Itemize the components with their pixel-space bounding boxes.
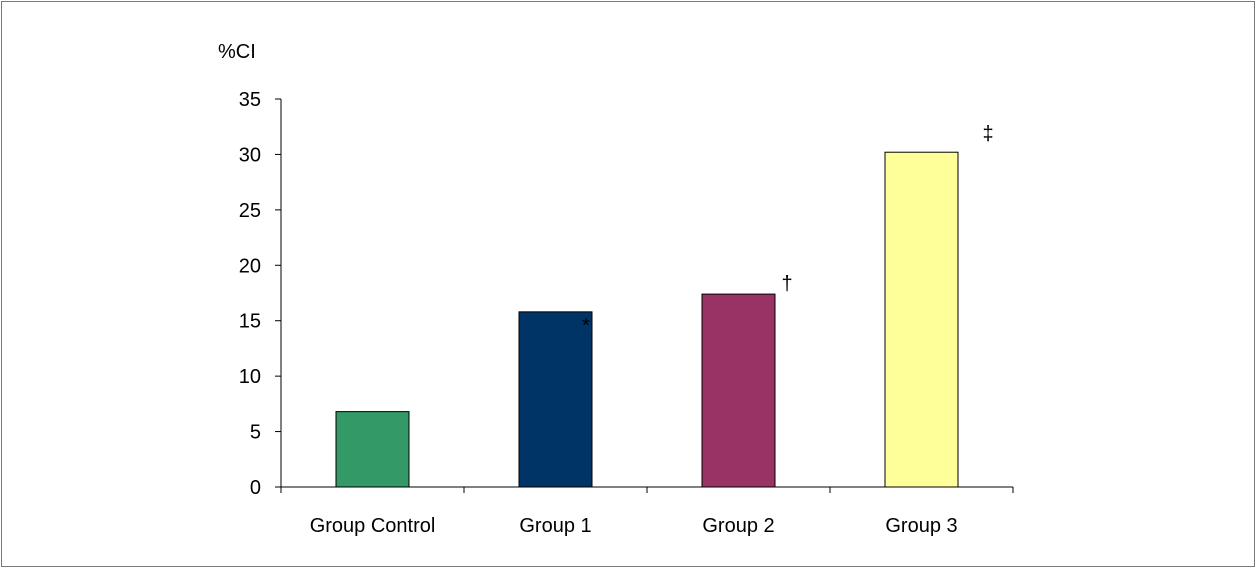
bars: [335, 151, 959, 488]
significance-mark: ‡: [982, 123, 993, 145]
y-tick-label: 25: [239, 200, 261, 222]
x-labels: Group Control Group 1 Group 2 Group 3: [310, 515, 958, 537]
bar-group-2: [701, 293, 776, 488]
significance-mark: *: [582, 315, 590, 337]
x-category-label: Group Control: [310, 515, 436, 537]
bar-group-3: [884, 151, 959, 488]
y-ticks: 0 5 10 15 20 25 30 35: [239, 89, 281, 499]
y-axis-label: %CI: [218, 41, 256, 63]
y-tick-label: 10: [239, 366, 261, 388]
y-tick-label: 5: [250, 422, 261, 444]
x-category-label: Group 1: [519, 515, 591, 537]
x-category-label: Group 2: [702, 515, 774, 537]
y-tick-label: 20: [239, 255, 261, 277]
bar-group-1: [518, 311, 593, 488]
significance-marks: * † ‡: [582, 123, 993, 337]
bar-group-control: [335, 411, 410, 488]
y-tick-label: 35: [239, 89, 261, 111]
significance-mark: †: [781, 273, 792, 295]
y-tick-label: 0: [250, 477, 261, 499]
y-tick-label: 30: [239, 144, 261, 166]
x-category-label: Group 3: [885, 515, 957, 537]
y-tick-label: 15: [239, 311, 261, 333]
